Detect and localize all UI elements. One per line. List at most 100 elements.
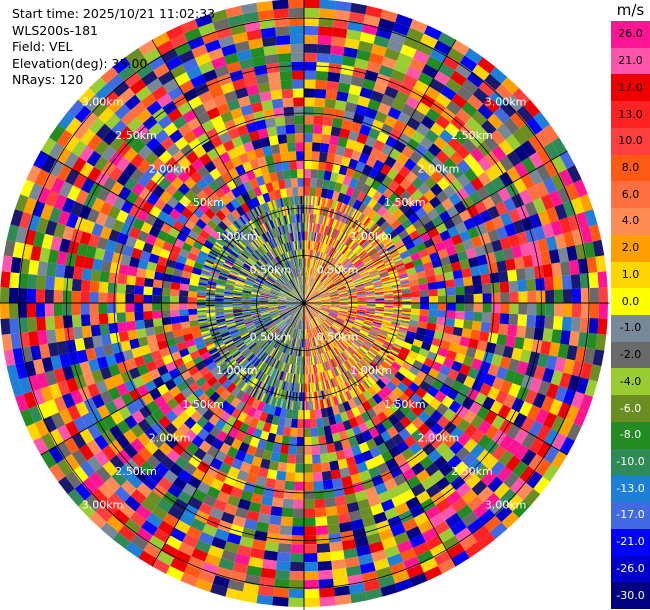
velocity-gate [268, 274, 277, 281]
velocity-gate [259, 327, 267, 333]
velocity-gate [311, 308, 319, 314]
velocity-gate [324, 265, 330, 274]
velocity-gate [336, 316, 346, 321]
velocity-gate [305, 267, 308, 277]
velocity-gate [357, 295, 367, 298]
velocity-gate [250, 297, 260, 300]
velocity-gate [341, 258, 349, 266]
velocity-gate [294, 288, 300, 296]
velocity-gate [265, 321, 274, 327]
velocity-gate [321, 304, 331, 307]
velocity-gate [293, 328, 297, 338]
velocity-gate [320, 263, 325, 272]
velocity-gate [320, 243, 325, 253]
velocity-gate [348, 296, 358, 299]
velocity-gate [338, 289, 347, 294]
velocity-gate [307, 267, 310, 277]
velocity-gate [287, 296, 296, 301]
velocity-gate [276, 267, 283, 275]
velocity-gate [295, 320, 299, 329]
velocity-gate [310, 329, 313, 338]
velocity-gate [330, 272, 338, 280]
velocity-gate [304, 303, 311, 310]
velocity-gate [319, 262, 324, 271]
velocity-gate [321, 298, 331, 301]
velocity-gate [318, 345, 323, 354]
velocity-gate [252, 314, 261, 318]
velocity-gate [300, 311, 303, 321]
velocity-gate [437, 303, 448, 311]
velocity-gate [278, 295, 287, 299]
velocity-gate [305, 285, 307, 295]
velocity-gate [298, 276, 301, 286]
velocity-gate [279, 310, 288, 315]
velocity-gate [304, 302, 313, 303]
velocity-gate [301, 311, 304, 321]
velocity-gate [297, 303, 304, 310]
velocity-gate [262, 315, 271, 319]
velocity-gate [297, 286, 301, 295]
velocity-gate [309, 319, 314, 329]
velocity-gate [286, 298, 296, 301]
velocity-gate [290, 178, 298, 188]
velocity-gate [259, 304, 269, 307]
velocity-gate [281, 312, 289, 318]
velocity-gate [297, 186, 304, 196]
velocity-gate [286, 301, 296, 303]
velocity-gate [265, 265, 273, 272]
velocity-gate [304, 296, 311, 303]
velocity-gate [335, 318, 345, 324]
velocity-gate [286, 300, 296, 302]
velocity-gate [302, 311, 304, 321]
velocity-gate [286, 304, 296, 307]
velocity-gate [326, 246, 332, 255]
velocity-gate [348, 309, 358, 312]
velocity-gate [325, 331, 332, 339]
velocity-gate [329, 259, 336, 267]
velocity-gate [296, 277, 300, 286]
velocity-gate [282, 274, 288, 282]
velocity-gate [259, 308, 269, 311]
velocity-gate [318, 325, 324, 334]
velocity-gate [280, 151, 289, 162]
velocity-gate [325, 245, 330, 254]
velocity-gate [334, 251, 341, 260]
velocity-gate [307, 240, 310, 250]
velocity-gate [306, 311, 310, 321]
velocity-gate [328, 314, 337, 319]
velocity-gate [275, 281, 283, 288]
velocity-gate [312, 279, 317, 288]
velocity-gate [301, 303, 304, 312]
velocity-gate [281, 323, 288, 331]
velocity-gate [289, 280, 295, 289]
velocity-gate [152, 303, 162, 311]
velocity-gate [302, 311, 304, 321]
velocity-gate [290, 260, 294, 269]
velocity-gate [304, 177, 311, 187]
velocity-gate [312, 318, 317, 327]
velocity-gate [299, 311, 302, 321]
velocity-gate [339, 294, 348, 297]
velocity-gate [281, 287, 290, 293]
velocity-gate [295, 286, 301, 295]
velocity-gate [287, 306, 296, 310]
velocity-gate [330, 298, 340, 301]
velocity-gate [252, 316, 262, 320]
velocity-gate [321, 305, 331, 308]
velocity-gate [290, 337, 294, 346]
velocity-gate [337, 288, 347, 292]
velocity-gate [289, 317, 295, 326]
velocity-gate [330, 305, 340, 308]
velocity-gate [277, 266, 283, 275]
velocity-gate [321, 297, 331, 300]
velocity-gate [275, 319, 283, 325]
velocity-gate [266, 335, 274, 343]
velocity-gate [284, 273, 290, 281]
velocity-gate [300, 204, 303, 214]
velocity-gate [307, 338, 309, 348]
velocity-gate [271, 286, 281, 292]
velocity-gate [332, 323, 341, 330]
velocity-gate [341, 327, 349, 333]
velocity-gate [333, 336, 340, 344]
